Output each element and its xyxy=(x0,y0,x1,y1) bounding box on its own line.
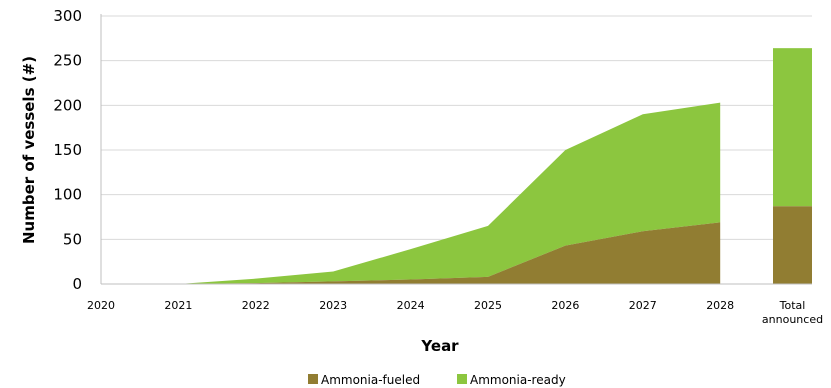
y-tick-labels: 0 50 100 150 200 250 300 xyxy=(53,7,82,293)
y-tick-0: 0 xyxy=(72,275,82,293)
legend-label-ammonia-fueled: Ammonia-fueled xyxy=(321,373,420,387)
y-tick-300: 300 xyxy=(53,7,82,25)
axes xyxy=(100,14,812,285)
y-axis-title: Number of vessels (#) xyxy=(20,56,38,244)
legend-label-ammonia-ready: Ammonia-ready xyxy=(470,373,566,387)
bar-total-ammonia-fueled xyxy=(773,206,812,284)
x-tick-2020: 2020 xyxy=(87,299,115,312)
legend: Ammonia-fueled Ammonia-ready xyxy=(308,373,566,387)
x-tick-2023: 2023 xyxy=(319,299,347,312)
x-tick-total-line1: Total xyxy=(779,299,806,312)
area-ammonia-fueled xyxy=(101,222,721,284)
x-tick-2021: 2021 xyxy=(164,299,192,312)
x-tick-total-line2: announced xyxy=(762,313,823,326)
x-tick-2026: 2026 xyxy=(551,299,579,312)
x-tick-2027: 2027 xyxy=(629,299,657,312)
y-tick-200: 200 xyxy=(53,96,82,114)
y-tick-150: 150 xyxy=(53,141,82,159)
bar-total-ammonia-ready xyxy=(773,48,812,207)
y-tick-250: 250 xyxy=(53,52,82,70)
area-series xyxy=(101,102,721,284)
x-axis-title: Year xyxy=(420,337,459,355)
legend-swatch-ammonia-fueled xyxy=(308,374,318,384)
x-tick-2024: 2024 xyxy=(397,299,425,312)
y-tick-100: 100 xyxy=(53,186,82,204)
x-tick-labels: 2020 2021 2022 2023 2024 2025 2026 2027 2028 Tota… xyxy=(87,299,823,326)
legend-swatch-ammonia-ready xyxy=(457,374,467,384)
x-tick-2028: 2028 xyxy=(706,299,734,312)
x-tick-2022: 2022 xyxy=(242,299,270,312)
area-ammonia-ready xyxy=(101,102,721,284)
y-tick-50: 50 xyxy=(63,230,82,248)
total-announced-bars xyxy=(773,48,812,284)
x-tick-2025: 2025 xyxy=(474,299,502,312)
